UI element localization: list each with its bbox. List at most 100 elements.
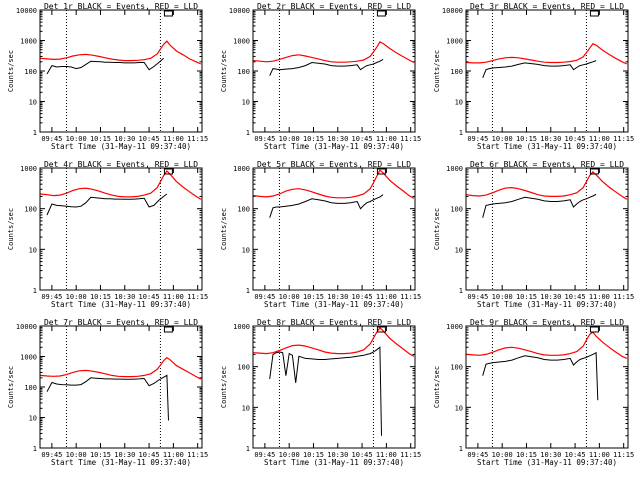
x-tick-label: 10:45 (352, 293, 373, 301)
x-tick-label: 10:00 (492, 451, 513, 459)
y-tick-label: 100 (450, 206, 463, 214)
x-tick-label: 10:00 (66, 135, 87, 143)
x-tick-label: 10:15 (303, 293, 324, 301)
x-tick-label: 11:00 (376, 451, 397, 459)
x-tick-label: 10:15 (90, 451, 111, 459)
plot-frame (39, 9, 203, 133)
series-events (482, 351, 599, 401)
y-tick-label: 1 (459, 287, 463, 295)
y-tick-label: 1000 (233, 165, 250, 173)
y-tick-label: 1000 (446, 323, 463, 331)
chart-panel-2: Det 2r BLACK = Events, RED = LLD 1 10 100 10… (220, 2, 421, 151)
y-tick-label: 10 (455, 404, 463, 412)
chart-panel-5: Det 5r BLACK = Events, RED = LLD 1 10 100 10… (220, 160, 421, 309)
chart-title: Det 3r BLACK = Events, RED = LLD (470, 2, 624, 11)
x-tick-label: 09:45 (41, 135, 62, 143)
time-bar-marker (163, 326, 173, 333)
series-events (269, 58, 384, 76)
time-bar-marker (376, 168, 386, 175)
y-axis-label: Counts/sec (7, 208, 15, 250)
y-tick-label: 1 (459, 129, 463, 137)
plot-frame (252, 9, 416, 133)
series-lld (466, 331, 628, 359)
series-events (46, 374, 169, 421)
y-tick-label: 10 (29, 415, 37, 423)
x-tick-label: 10:45 (565, 293, 586, 301)
x-tick-label: 10:15 (516, 135, 537, 143)
plot-frame (252, 167, 416, 291)
x-tick-label: 10:15 (303, 135, 324, 143)
y-tick-label: 100 (24, 206, 37, 214)
y-axis-label: Counts/sec (7, 50, 15, 92)
chart-title: Det 7r BLACK = Events, RED = LLD (44, 318, 198, 327)
x-tick-label: 10:15 (90, 293, 111, 301)
y-tick-label: 100 (450, 68, 463, 76)
time-bar-marker (376, 326, 386, 333)
chart-title: Det 8r BLACK = Events, RED = LLD (257, 318, 411, 327)
plot-frame (465, 325, 629, 449)
x-axis-label: Start Time (31-May-11 09:37:40) (264, 458, 404, 467)
y-tick-label: 1 (246, 445, 250, 453)
x-tick-label: 09:45 (41, 293, 62, 301)
x-tick-label: 10:00 (492, 293, 513, 301)
x-tick-label: 10:30 (327, 293, 348, 301)
x-tick-label: 11:00 (589, 135, 610, 143)
x-tick-label: 10:45 (565, 451, 586, 459)
y-tick-label: 1000 (233, 38, 250, 46)
x-tick-label: 11:15 (400, 293, 421, 301)
x-tick-label: 10:15 (516, 451, 537, 459)
time-bar-marker (589, 10, 599, 17)
x-tick-label: 11:15 (187, 135, 208, 143)
y-tick-label: 1000 (446, 165, 463, 173)
x-tick-label: 10:30 (327, 135, 348, 143)
x-tick-label: 10:00 (279, 293, 300, 301)
x-tick-label: 10:45 (352, 135, 373, 143)
y-tick-label: 10000 (16, 323, 37, 331)
y-axis-label: Counts/sec (433, 208, 441, 250)
x-tick-label: 11:00 (163, 451, 184, 459)
y-tick-label: 1000 (20, 354, 37, 362)
x-tick-label: 11:15 (613, 135, 634, 143)
y-tick-label: 100 (237, 364, 250, 372)
x-tick-label: 11:15 (187, 293, 208, 301)
y-axis-label: Counts/sec (433, 50, 441, 92)
x-axis-label: Start Time (31-May-11 09:37:40) (51, 458, 191, 467)
x-tick-label: 10:00 (66, 451, 87, 459)
plot-frame (39, 325, 203, 449)
x-tick-label: 10:45 (352, 451, 373, 459)
y-tick-label: 100 (24, 384, 37, 392)
x-axis-label: Start Time (31-May-11 09:37:40) (477, 142, 617, 151)
y-tick-label: 1 (33, 129, 37, 137)
y-tick-label: 10 (455, 99, 463, 107)
y-tick-label: 100 (24, 68, 37, 76)
x-tick-label: 09:45 (254, 293, 275, 301)
plot-frame (39, 167, 203, 291)
series-events (269, 346, 382, 436)
x-tick-label: 09:45 (41, 451, 62, 459)
x-tick-label: 11:00 (163, 135, 184, 143)
x-tick-label: 11:00 (376, 293, 397, 301)
x-tick-label: 11:00 (376, 135, 397, 143)
chart-panel-9: Det 9r BLACK = Events, RED = LLD 1 10 100 10… (433, 318, 634, 467)
y-tick-label: 10 (29, 246, 37, 254)
y-tick-label: 10 (242, 246, 250, 254)
x-tick-label: 10:45 (565, 135, 586, 143)
chart-panel-4: Det 4r BLACK = Events, RED = LLD 1 10 100 10… (7, 160, 208, 309)
x-tick-label: 10:30 (114, 451, 135, 459)
y-tick-label: 1 (459, 445, 463, 453)
x-axis-label: Start Time (31-May-11 09:37:40) (264, 142, 404, 151)
chart-panel-7: Det 7r BLACK = Events, RED = LLD 1 10 100 10… (7, 318, 208, 467)
x-tick-label: 11:15 (613, 451, 634, 459)
y-axis-label: Counts/sec (7, 366, 15, 408)
x-tick-label: 11:00 (163, 293, 184, 301)
chart-title: Det 5r BLACK = Events, RED = LLD (257, 160, 411, 169)
y-tick-label: 10000 (16, 7, 37, 15)
x-tick-label: 10:15 (516, 293, 537, 301)
x-tick-label: 10:30 (540, 135, 561, 143)
chart-title: Det 4r BLACK = Events, RED = LLD (44, 160, 198, 169)
chart-panel-3: Det 3r BLACK = Events, RED = LLD 1 10 100 10… (433, 2, 634, 151)
time-bar-marker (589, 326, 599, 333)
series-events (269, 194, 384, 218)
y-tick-label: 1 (33, 287, 37, 295)
time-bar-marker (163, 168, 173, 175)
